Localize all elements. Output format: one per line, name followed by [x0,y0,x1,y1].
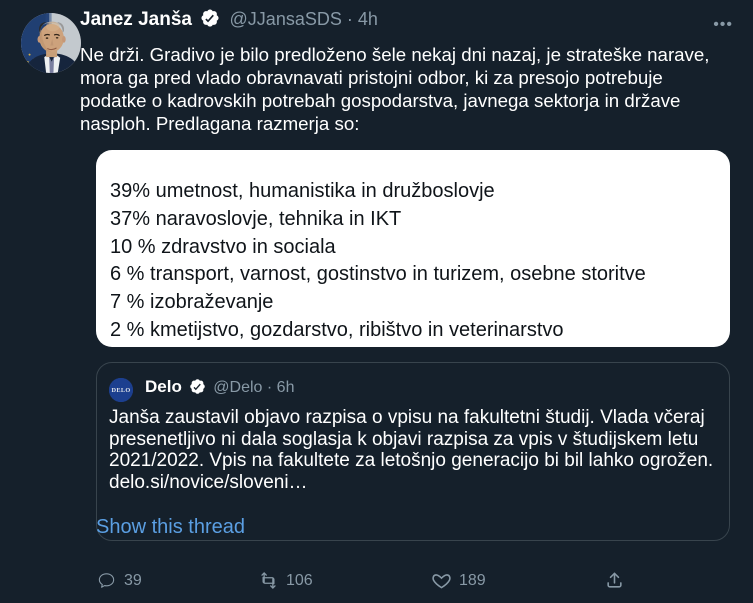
svg-text:DELO: DELO [111,387,130,394]
